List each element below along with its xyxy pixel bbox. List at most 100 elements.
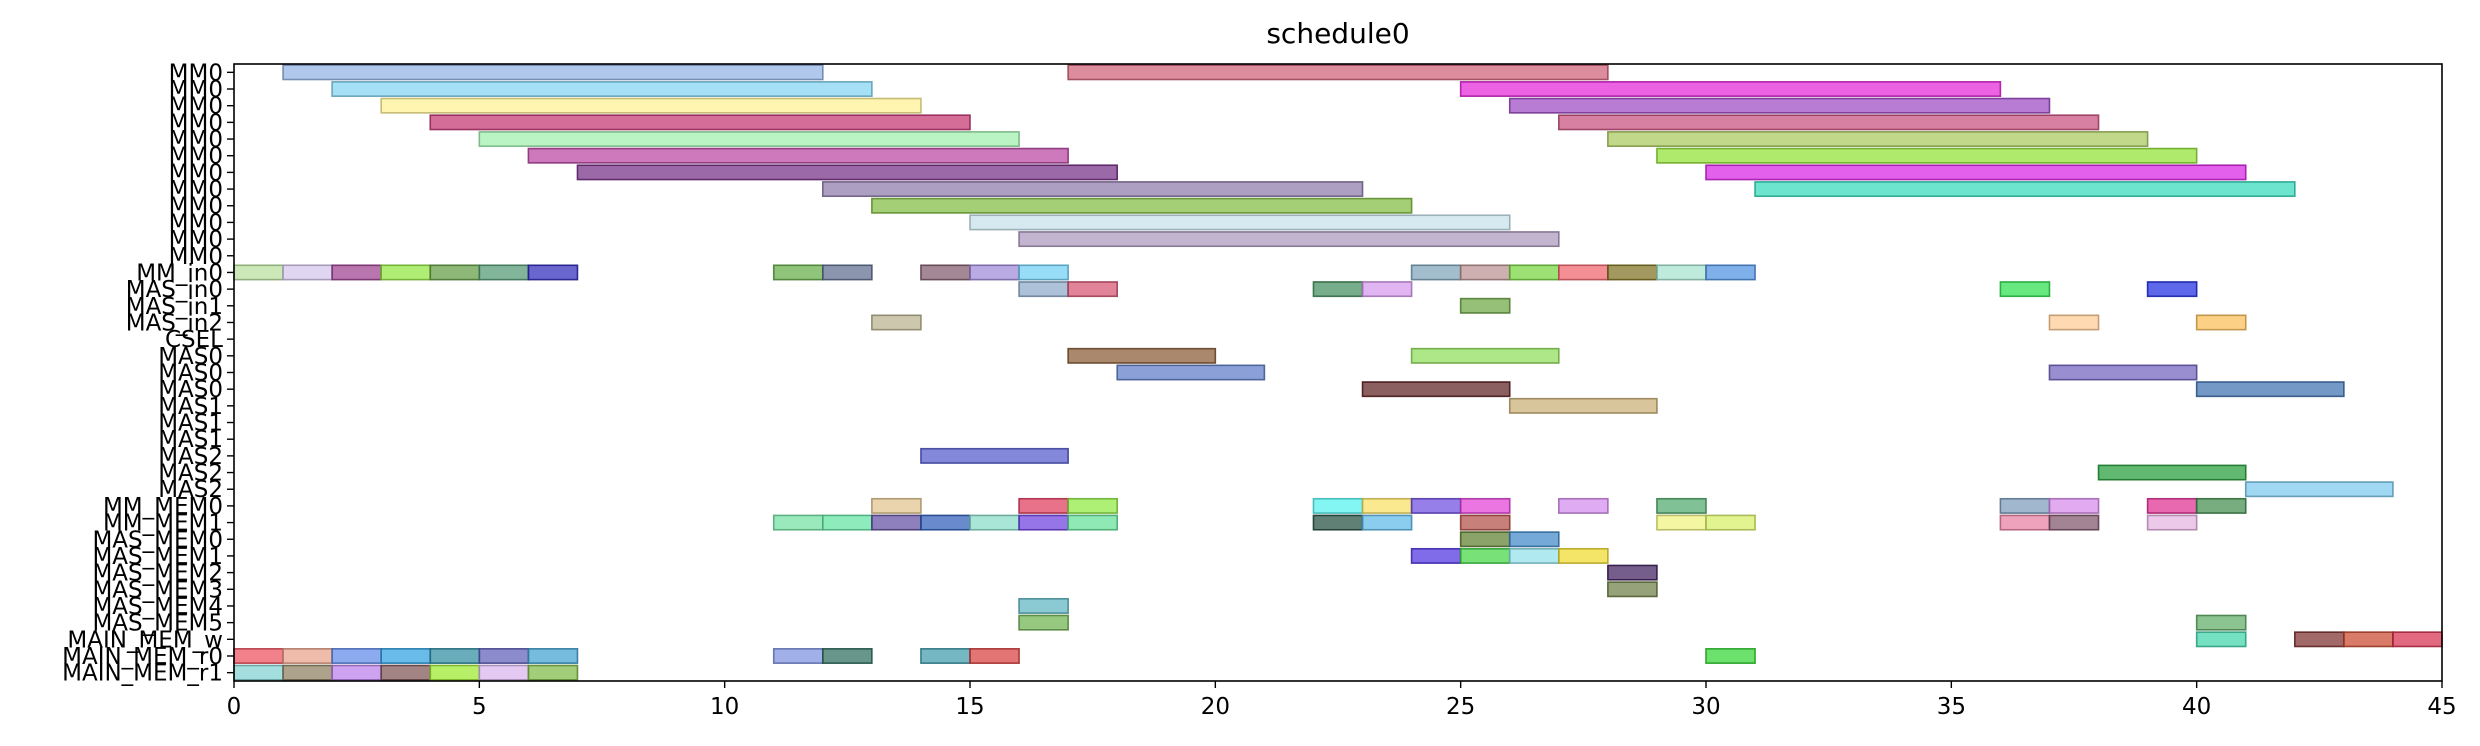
- gantt-bar-mm-in0-0-1: [233, 264, 284, 281]
- gantt-bar-mm-in0-11-12: [772, 264, 824, 281]
- y-tick-label: MAS0: [158, 361, 223, 387]
- gantt-bar-mas-mem1-24-25: [1410, 547, 1462, 564]
- gantt-bar-main-mem-r0-14-15: [920, 648, 971, 664]
- gantt-bar-mas1-26-29: [1508, 397, 1658, 414]
- y-tick-label: MM_MEM0: [103, 494, 223, 520]
- gantt-bar-mm0-30-41: [1705, 164, 2247, 181]
- y-tick-label: MAS2: [158, 461, 223, 487]
- gantt-bar-mm-in0-27-28: [1558, 264, 1609, 281]
- gantt-bar-mm-in0-24-25: [1410, 264, 1462, 281]
- gantt-bar-mas-mem1-26-27: [1508, 547, 1560, 564]
- y-tick-label: MM_in0: [136, 260, 223, 286]
- gantt-bar-main-mem-r1-4-5: [429, 664, 481, 681]
- gantt-bar-mm-mem1-30-31: [1705, 514, 1756, 531]
- gantt-bar-main-mem-r0-0-1: [233, 648, 284, 664]
- gantt-bar-mm-in0-1-2: [282, 264, 333, 281]
- gantt-bar-mas-in0-22-23: [1312, 281, 1364, 298]
- gantt-bar-mm-mem0-24-25: [1410, 497, 1462, 514]
- gantt-bar-mas0-17-20: [1067, 347, 1217, 364]
- y-tick-label: MM0: [169, 94, 223, 120]
- gantt-bar-mas2-14-17: [920, 447, 1069, 464]
- y-tick-label: CSEL: [165, 327, 223, 353]
- gantt-bar-mm0-12-23: [821, 181, 1364, 198]
- bars-layer: [233, 64, 2443, 681]
- y-tick-label: MAS0: [158, 344, 223, 370]
- gantt-bar-main-mem-r0-2-3: [331, 648, 382, 664]
- gantt-bar-mas0-18-21: [1116, 364, 1266, 381]
- gantt-bar-mas-in0-16-17: [1018, 281, 1069, 298]
- x-tick-label: 45: [2427, 694, 2456, 720]
- gantt-bar-main-mem-w-44-45: [2392, 631, 2443, 648]
- y-axis: MM0MM0MM0MM0MM0MM0MM0MM0MM0MM0MM0MM0MM_i…: [62, 60, 234, 687]
- y-tick-label: MAS_MEM3: [92, 577, 223, 603]
- x-tick-label: 5: [472, 694, 487, 720]
- gantt-bar-main-mem-r1-3-4: [380, 664, 432, 681]
- x-tick-label: 25: [1446, 694, 1475, 720]
- gantt-bar-main-mem-r0-5-6: [478, 648, 530, 664]
- x-tick-label: 40: [2182, 694, 2211, 720]
- gantt-bar-main-mem-r0-3-4: [380, 648, 432, 664]
- gantt-bar-mm-mem1-29-30: [1656, 514, 1707, 531]
- gantt-bar-main-mem-r1-6-7: [527, 664, 579, 681]
- gantt-bar-mas-in0-36-37: [1999, 281, 2051, 298]
- gantt-bar-mm-mem0-40-41: [2195, 497, 2247, 514]
- gantt-bar-mas-mem2-28-29: [1607, 564, 1658, 581]
- y-tick-label: MM0: [169, 210, 223, 236]
- gantt-bar-mm-mem1-37-38: [2048, 514, 2100, 531]
- y-tick-label: MM0: [169, 110, 223, 136]
- gantt-bar-main-mem-r1-0-1: [233, 664, 284, 681]
- gantt-bar-mm-mem0-29-30: [1656, 497, 1707, 514]
- gantt-bar-mm-mem0-25-26: [1459, 497, 1511, 514]
- y-tick-label: MAIN_MEM_w: [67, 627, 223, 653]
- gantt-bar-mm0-27-38: [1558, 114, 2100, 131]
- gantt-bar-mm-in0-16-17: [1018, 264, 1069, 281]
- gantt-bar-mm0-7-18: [576, 164, 1119, 181]
- gantt-bar-mas-in2-37-38: [2048, 314, 2100, 331]
- gantt-bar-mm-mem0-22-23: [1312, 497, 1364, 514]
- gantt-bar-mm0-5-16: [478, 131, 1020, 148]
- gantt-bar-mas0-37-40: [2048, 364, 2198, 381]
- gantt-bar-mm0-26-37: [1508, 97, 2051, 114]
- gantt-bar-mas0-40-43: [2195, 381, 2345, 398]
- gantt-bar-mm0-1-12: [282, 64, 824, 81]
- gantt-bar-mm-in0-6-7: [527, 264, 579, 281]
- gantt-bar-main-mem-r1-2-3: [331, 664, 382, 681]
- y-tick-label: MM0: [169, 160, 223, 186]
- gantt-bar-mas-in0-17-18: [1067, 281, 1118, 298]
- x-axis: 0 5 10 15 20 25 30 35 40 45: [227, 681, 2457, 720]
- gantt-bar-mm-mem1-14-15: [920, 514, 971, 531]
- gantt-bar-mm-mem0-27-28: [1558, 497, 1609, 514]
- gantt-bar-mas-mem1-27-28: [1558, 547, 1609, 564]
- y-tick-label: MAS2: [158, 477, 223, 503]
- gantt-bar-mas-mem0-25-26: [1459, 531, 1511, 548]
- gantt-bar-mm-in0-5-6: [478, 264, 530, 281]
- gantt-bar-mm-mem1-23-24: [1361, 514, 1413, 531]
- x-tick-label: 10: [710, 694, 739, 720]
- gantt-bar-mm-mem0-23-24: [1361, 497, 1413, 514]
- gantt-bar-mas-mem4-16-17: [1018, 597, 1069, 614]
- gantt-bar-mm0-4-15: [429, 114, 971, 131]
- gantt-bar-mm0-28-39: [1607, 131, 2149, 148]
- gantt-bar-main-mem-r0-11-12: [772, 648, 824, 664]
- y-tick-label: MAS2: [158, 444, 223, 470]
- y-tick-label: MAS1: [158, 411, 223, 437]
- gantt-bar-mas-mem1-25-26: [1459, 547, 1511, 564]
- y-tick-label: MM0: [169, 177, 223, 203]
- gantt-bar-mm-in0-2-3: [331, 264, 382, 281]
- y-tick-label: MM0: [169, 144, 223, 170]
- y-tick-label: MM0: [169, 244, 223, 270]
- gantt-bar-mas2-38-41: [2097, 464, 2247, 481]
- y-tick-label: MAS1: [158, 394, 223, 420]
- gantt-bar-mm0-29-40: [1656, 147, 2198, 164]
- x-tick-label: 0: [227, 694, 242, 720]
- y-tick-label: MAS_MEM1: [92, 544, 223, 570]
- gantt-bar-mm-in0-15-16: [969, 264, 1020, 281]
- gantt-bar-main-mem-r0-15-16: [969, 648, 1020, 664]
- gantt-bar-mm-mem1-39-40: [2146, 514, 2198, 531]
- gantt-bar-mas-in1-25-26: [1459, 297, 1511, 314]
- gantt-bar-mm0-2-13: [331, 81, 873, 97]
- gantt-bar-mm-in0-12-13: [821, 264, 873, 281]
- y-tick-label: MAS_MEM0: [92, 527, 223, 553]
- gantt-bar-mas-mem5-40-41: [2195, 614, 2247, 631]
- gantt-bar-mm-mem1-17-18: [1067, 514, 1118, 531]
